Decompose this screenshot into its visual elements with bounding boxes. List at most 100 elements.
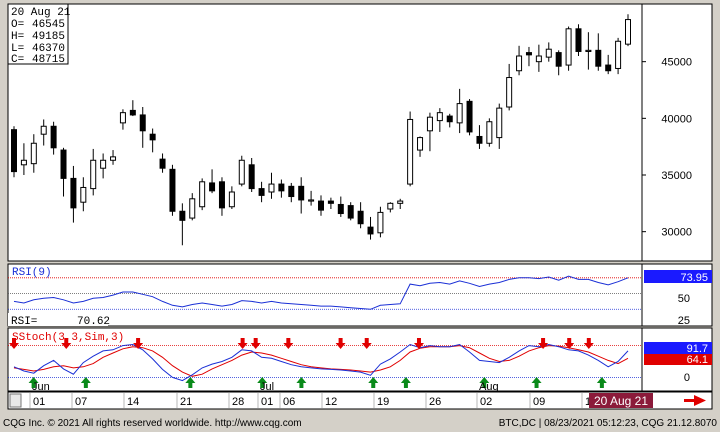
candle-up [407, 118, 414, 185]
time-axis-day-label: 07 [75, 396, 87, 408]
candle-down [357, 210, 364, 225]
candle-up [30, 142, 37, 165]
ohlc-close-value: 48715 [32, 54, 65, 66]
time-axis-day-label: 06 [283, 396, 295, 408]
down-arrow-icon [583, 338, 594, 349]
candle-down [278, 183, 285, 192]
down-arrow-icon [361, 338, 372, 349]
scroll-right-arrow-icon[interactable] [684, 395, 706, 406]
candle-up [189, 198, 196, 219]
candle-down [129, 109, 136, 116]
candle-down [139, 114, 146, 132]
time-axis-month-label: Aug [479, 381, 499, 393]
up-arrow-icon [80, 377, 91, 388]
candle-down [149, 133, 156, 141]
rsi-current-box: 73.95 [644, 270, 712, 284]
candle-up [228, 191, 235, 208]
candle-up [535, 55, 542, 63]
candle-down [169, 168, 176, 212]
price-tick-label: 45000 [661, 57, 692, 69]
candle-down [347, 205, 354, 219]
rsi-label: RSI(9) [12, 267, 52, 279]
down-arrow-icon [61, 338, 72, 349]
candle-up [238, 159, 245, 185]
candle-down [60, 149, 67, 179]
down-arrow-icon [335, 338, 346, 349]
candle-up [456, 103, 463, 124]
candle-up [40, 125, 47, 135]
down-arrow-icon [133, 338, 144, 349]
ohlc-low-label: L= [11, 43, 24, 55]
price-tick-label: 35000 [661, 170, 692, 182]
up-arrow-icon [257, 377, 268, 388]
rsi-axis-25: 25 [678, 315, 690, 327]
ohlc-high-value: 49185 [32, 31, 65, 43]
time-axis-day-label: 01 [261, 396, 273, 408]
candle-up [110, 156, 117, 161]
candle-up [308, 199, 315, 202]
up-arrow-icon [28, 377, 39, 388]
time-axis-day-label: 26 [429, 396, 441, 408]
candle-down [11, 129, 17, 173]
rsi-readout-bg [8, 313, 108, 326]
price-axis-panel [641, 3, 713, 262]
candle-up [585, 49, 592, 52]
candle-up [436, 112, 443, 122]
ohlc-high-label: H= [11, 31, 24, 43]
price-panel[interactable] [7, 3, 643, 262]
stoch-label: SStoch(3,3,Sim,3) [12, 332, 124, 344]
stoch-k-box: 91.7 [644, 342, 712, 355]
price-tick-label: 30000 [661, 227, 692, 239]
up-arrow-icon [368, 377, 379, 388]
candle-up [387, 202, 394, 210]
candle-down [288, 185, 295, 198]
candle-down [318, 200, 324, 211]
up-arrow-icon [479, 377, 490, 388]
candle-down [218, 181, 225, 209]
candle-down [605, 64, 612, 72]
candle-up [119, 112, 126, 124]
rsi-axis-50: 50 [678, 293, 690, 305]
down-arrow-icon [413, 338, 424, 349]
candle-up [417, 137, 424, 151]
candle-up [268, 183, 275, 193]
time-axis-day-label: 21 [180, 396, 192, 408]
scroll-left-button[interactable] [9, 393, 22, 408]
time-axis-day-label: 1 [585, 396, 591, 408]
candle-down [466, 100, 473, 133]
stoch-d-value: 64.1 [687, 354, 708, 366]
rsi-readout: RSI= 70.62 [11, 316, 110, 328]
candle-down [367, 226, 374, 235]
candle-down [70, 177, 77, 209]
status-copyright: CQG Inc. © 2021 All rights reserved worl… [3, 418, 302, 429]
ohlc-low-value: 46370 [32, 43, 65, 55]
candle-down [476, 135, 483, 144]
time-axis-day-label: 09 [533, 396, 545, 408]
candle-up [90, 159, 97, 190]
candle-down [446, 115, 453, 123]
time-axis-day-label: 01 [33, 396, 45, 408]
down-arrow-icon [9, 338, 19, 349]
ohlc-open-label: O= [11, 19, 24, 31]
candle-up [397, 200, 404, 204]
up-arrow-icon [596, 377, 607, 388]
candle-up [80, 186, 87, 203]
stoch-k-value: 91.7 [687, 343, 708, 355]
candle-down [595, 49, 602, 67]
candle-down [50, 125, 57, 149]
down-arrow-icon [237, 338, 248, 349]
up-arrow-icon [296, 377, 307, 388]
ohlc-open-value: 46545 [32, 19, 65, 31]
candle-up [615, 40, 622, 69]
candle-up [426, 116, 433, 132]
candle-up [199, 181, 206, 208]
candle-down [337, 203, 344, 215]
time-axis-day-label: 19 [377, 396, 389, 408]
down-arrow-icon [250, 338, 261, 349]
price-tick-label: 40000 [661, 113, 692, 125]
time-axis-day-label: 14 [127, 396, 139, 408]
time-axis-day-label: 28 [232, 396, 244, 408]
up-arrow-icon [400, 377, 411, 388]
candle-down [555, 52, 562, 67]
